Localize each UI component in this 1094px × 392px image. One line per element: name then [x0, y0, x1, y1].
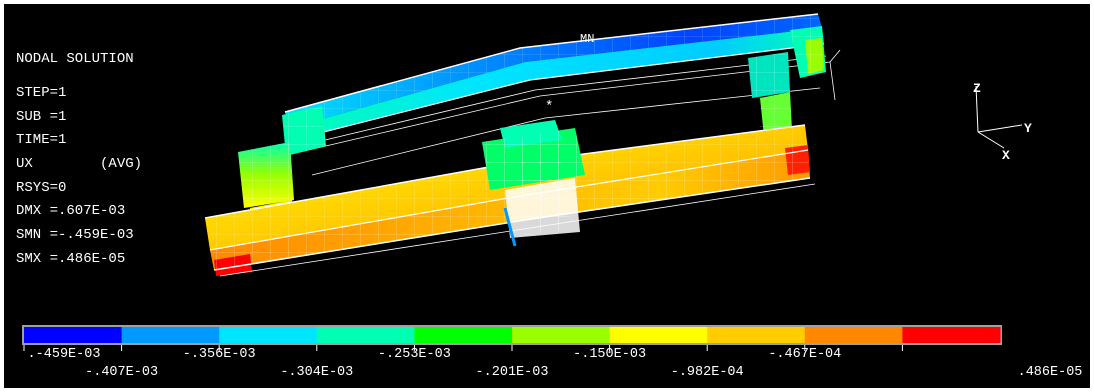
top-beam [284, 13, 827, 147]
legend-band [414, 327, 513, 343]
legend-band [121, 327, 220, 343]
plot-title: NODAL SOLUTION [16, 51, 134, 67]
sub-label: SUB =1 [16, 109, 67, 125]
legend-tick-label: -.253E-03 [377, 347, 451, 362]
legend-band [609, 327, 708, 343]
centroid-marker: * [545, 99, 553, 115]
triad-y-label: Y [1024, 121, 1032, 136]
triad-x-label: X [1002, 148, 1010, 163]
smx-label: SMX =.486E-05 [16, 251, 126, 267]
legend-tick-label: -.356E-03 [182, 347, 256, 362]
legend-tick-label: -.304E-03 [280, 365, 354, 380]
legend-band [512, 327, 611, 343]
component-label: UX (AVG) [16, 156, 143, 172]
legend-band [707, 327, 806, 343]
time-label: TIME=1 [16, 132, 67, 148]
legend-tick-label: -.467E-04 [768, 347, 842, 362]
coordinate-triad [975, 85, 1023, 149]
smn-label: SMN =-.459E-03 [16, 227, 134, 243]
step-label: STEP=1 [16, 85, 67, 101]
legend-tick-label: -.201E-03 [475, 365, 549, 380]
dmx-label: DMX =.607E-03 [16, 203, 126, 219]
legend-band [316, 327, 415, 343]
legend-tick-label: -.982E-04 [670, 365, 744, 380]
legend-band [24, 327, 123, 343]
legend-tick-label: .-459E-03 [27, 347, 101, 362]
legend-band [902, 327, 1001, 343]
legend-band [804, 327, 903, 343]
legend-tick-label: -.150E-03 [573, 347, 647, 362]
legend-band [219, 327, 318, 343]
rsys-label: RSYS=0 [16, 180, 67, 196]
triad-z-label: Z [973, 81, 981, 96]
legend-tick-label: -.407E-03 [85, 365, 159, 380]
frame-wireframe [299, 49, 841, 176]
legend-tick-label: .486E-05 [1017, 365, 1083, 380]
center-hub [482, 120, 585, 247]
min-marker-label: MN [580, 32, 595, 46]
